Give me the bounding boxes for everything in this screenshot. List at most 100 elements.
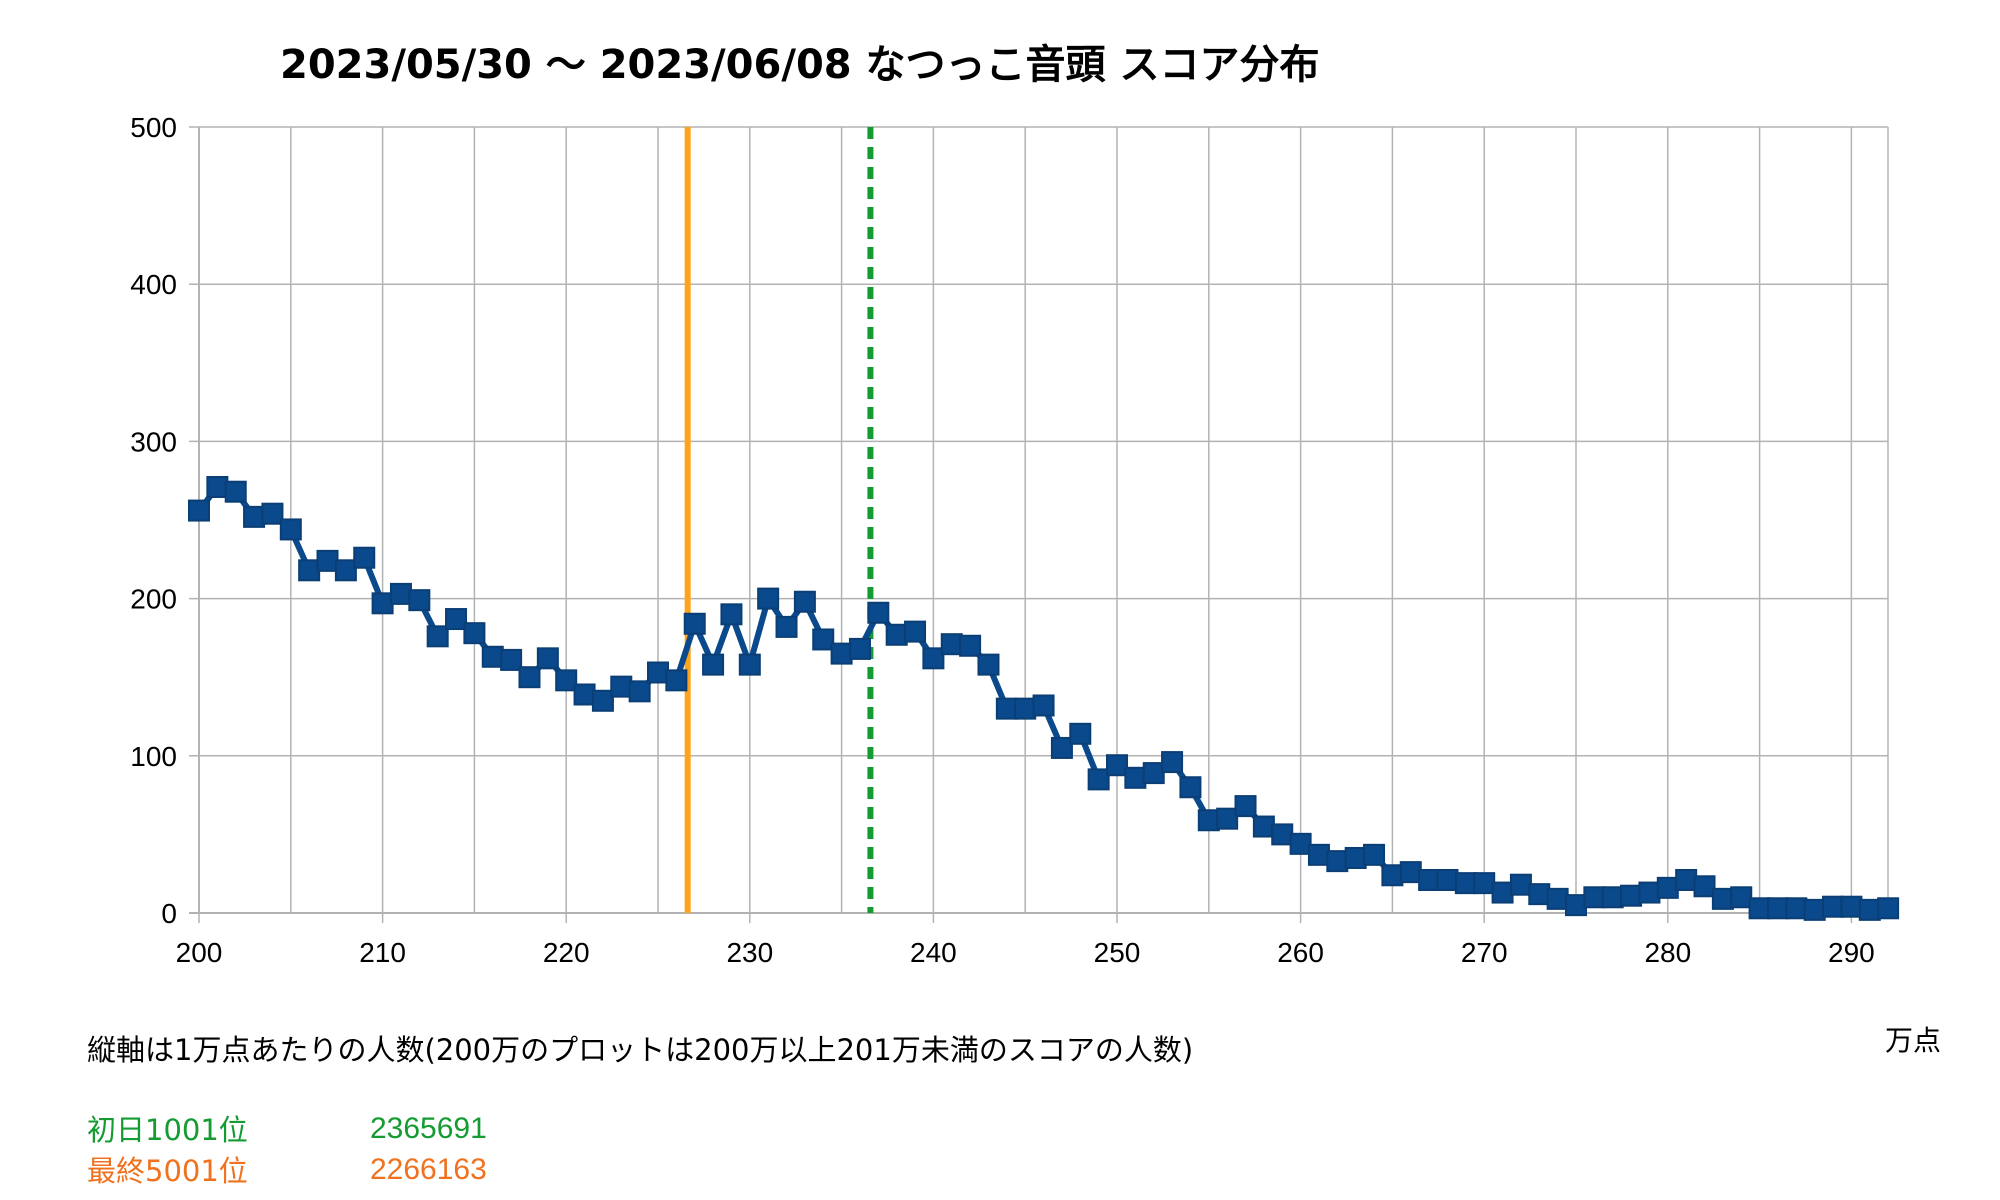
- data-point: [1546, 887, 1569, 910]
- first-day-rank-label: 初日1001位: [87, 1113, 248, 1147]
- data-point: [1711, 887, 1734, 910]
- data-point: [1454, 872, 1477, 895]
- data-point: [1252, 815, 1275, 838]
- data-point: [1326, 850, 1349, 873]
- data-point: [1840, 895, 1863, 918]
- data-point: [1473, 872, 1496, 895]
- data-point: [389, 582, 412, 605]
- data-point: [408, 589, 431, 612]
- data-point: [1785, 897, 1808, 920]
- y-tick-label: 300: [130, 426, 177, 457]
- data-point: [738, 653, 761, 676]
- x-tick-label: 290: [1828, 937, 1875, 968]
- first-day-rank-value: 2365691: [370, 1112, 487, 1145]
- x-tick-label: 250: [1094, 937, 1141, 968]
- data-point: [775, 615, 798, 638]
- data-point: [445, 608, 468, 631]
- y-tick-label: 100: [130, 741, 177, 772]
- data-point: [1234, 795, 1257, 818]
- data-point: [1032, 694, 1055, 717]
- data-point: [1344, 846, 1367, 869]
- data-point: [573, 683, 596, 706]
- data-point: [1307, 843, 1330, 866]
- data-point: [1179, 776, 1202, 799]
- data-point: [1858, 898, 1881, 921]
- data-point: [959, 634, 982, 657]
- data-point: [665, 669, 688, 692]
- data-point: [188, 499, 210, 522]
- data-point: [224, 480, 247, 503]
- data-point: [647, 661, 669, 684]
- data-point: [536, 647, 559, 670]
- data-point: [1216, 807, 1239, 830]
- x-unit-label: 万点: [1885, 1025, 1941, 1056]
- data-point: [1822, 895, 1845, 918]
- data-point: [591, 689, 614, 712]
- data-point: [683, 612, 706, 635]
- data-point: [610, 675, 633, 698]
- x-tick-label: 230: [726, 937, 773, 968]
- data-point: [922, 647, 945, 670]
- data-point: [1069, 722, 1092, 745]
- y-tick-label: 500: [130, 112, 177, 143]
- data-point: [500, 648, 523, 671]
- data-point: [1748, 897, 1771, 920]
- data-point: [1528, 883, 1551, 906]
- data-point: [1399, 861, 1422, 884]
- data-point: [463, 622, 486, 645]
- data-point: [1565, 894, 1587, 917]
- data-point: [885, 623, 908, 646]
- data-point: [1620, 884, 1643, 907]
- x-tick-label: 220: [543, 937, 590, 968]
- data-point: [1638, 881, 1661, 904]
- data-point: [279, 518, 302, 541]
- data-point: [1418, 868, 1441, 891]
- data-point: [1197, 809, 1220, 832]
- x-tick-label: 270: [1461, 937, 1508, 968]
- data-point: [1491, 881, 1514, 904]
- data-point: [1509, 873, 1532, 896]
- x-tick-label: 200: [176, 937, 223, 968]
- data-point: [1766, 897, 1789, 920]
- data-point: [1124, 766, 1147, 789]
- data-point: [977, 653, 1000, 676]
- data-point: [261, 502, 284, 525]
- data-point: [371, 592, 394, 615]
- data-point: [720, 603, 743, 626]
- chart-grid: [189, 126, 1889, 923]
- y-tick-label: 400: [130, 269, 177, 300]
- data-point: [1656, 876, 1679, 899]
- data-point: [793, 590, 816, 613]
- data-point: [1803, 898, 1826, 921]
- data-point: [848, 637, 871, 660]
- data-point: [830, 642, 853, 665]
- data-point: [1106, 754, 1128, 777]
- x-tick-label: 240: [910, 937, 957, 968]
- data-point: [940, 633, 963, 656]
- data-point: [757, 587, 780, 610]
- data-point: [1363, 843, 1386, 866]
- data-point: [1289, 832, 1312, 855]
- x-tick-label: 280: [1644, 937, 1691, 968]
- data-point: [334, 559, 357, 582]
- data-point: [1087, 768, 1110, 791]
- data-point: [1601, 886, 1624, 909]
- data-point: [1142, 762, 1165, 785]
- data-point: [702, 653, 725, 676]
- data-point: [353, 546, 376, 569]
- data-point: [1271, 823, 1294, 846]
- data-point: [426, 625, 449, 648]
- y-tick-label: 0: [161, 898, 177, 929]
- data-point: [1877, 897, 1900, 920]
- data-point: [206, 475, 229, 498]
- data-point: [555, 669, 578, 692]
- data-point: [1381, 864, 1404, 887]
- data-point: [1050, 736, 1073, 759]
- data-point: [628, 680, 651, 703]
- data-point: [298, 559, 321, 582]
- axis-note: 縦軸は1万点あたりの人数(200万のプロットは200万以上201万未満のスコアの…: [87, 1033, 1194, 1067]
- data-point: [243, 505, 266, 528]
- data-point: [1161, 751, 1184, 774]
- final-rank-label: 最終5001位: [87, 1154, 248, 1188]
